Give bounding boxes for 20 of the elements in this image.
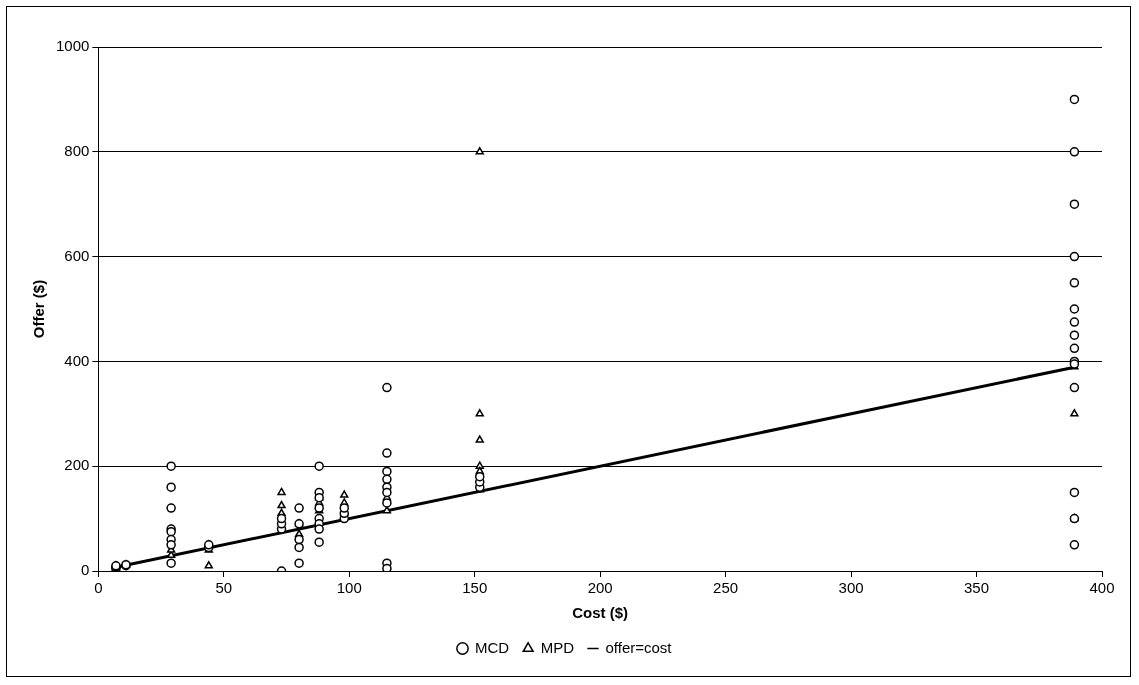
x-tick-label: 250 <box>713 579 739 597</box>
x-tick-label: 100 <box>336 579 362 597</box>
y-tick-label: 200 <box>64 456 90 474</box>
legend-label: MPD <box>540 638 575 656</box>
legend-label: MCD <box>475 638 510 656</box>
x-tick-label: 150 <box>462 579 488 597</box>
y-tick-label: 400 <box>64 351 90 369</box>
y-tick-label: 600 <box>64 246 90 264</box>
x-tick-label: 50 <box>215 579 233 597</box>
legend-label: offer=cost <box>605 638 673 656</box>
y-tick-label: 1000 <box>55 37 90 55</box>
x-tick-label: 200 <box>587 579 613 597</box>
y-tick-label: 800 <box>64 141 90 159</box>
x-tick-label: 400 <box>1089 579 1115 597</box>
x-tick-label: 350 <box>964 579 990 597</box>
y-axis-title: Offer ($) <box>30 279 48 339</box>
x-tick-label: 0 <box>94 579 103 597</box>
x-axis-title: Cost ($) <box>572 604 629 622</box>
y-tick-label: 0 <box>81 561 90 579</box>
x-tick-label: 300 <box>838 579 864 597</box>
